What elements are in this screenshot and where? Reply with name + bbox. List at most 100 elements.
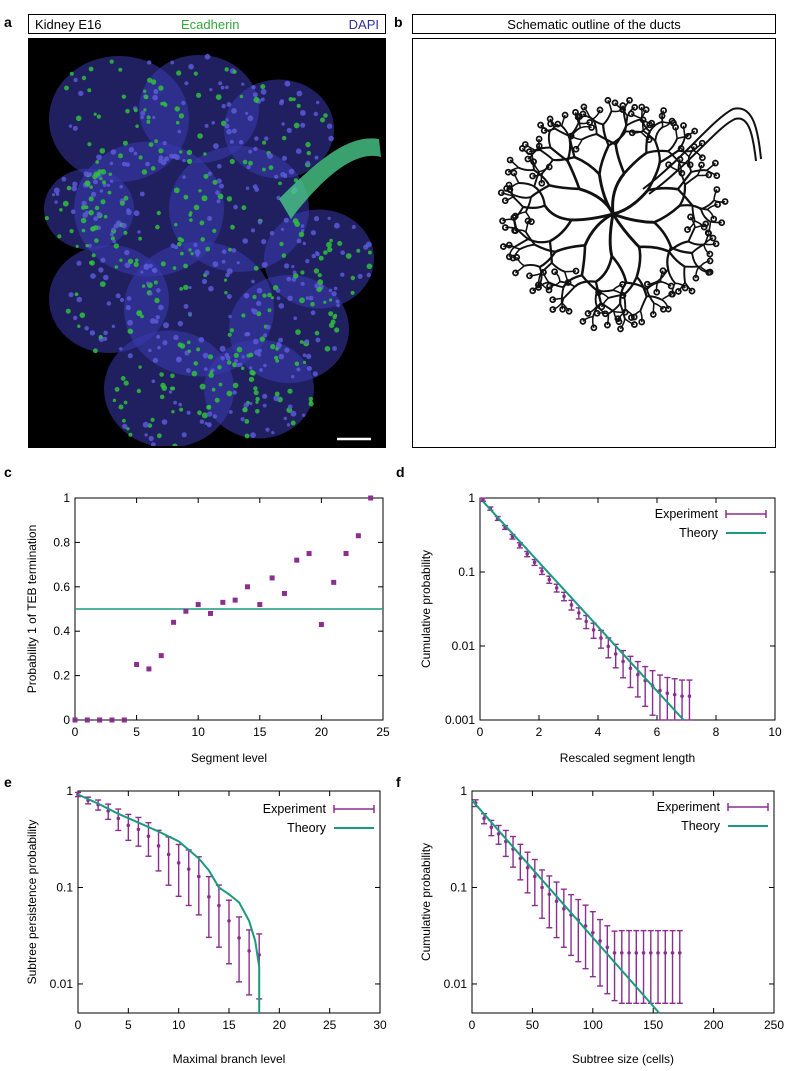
duct-segment	[524, 196, 532, 213]
cell-nucleus	[248, 149, 253, 154]
cell-nucleus	[112, 398, 117, 403]
cell-nucleus	[187, 349, 191, 353]
data-point	[613, 652, 618, 656]
duct-tip	[565, 307, 573, 315]
duct-tip	[564, 279, 572, 286]
micrograph-svg	[44, 53, 381, 447]
duct-segment	[635, 246, 642, 278]
cell-nucleus	[209, 88, 213, 92]
data-point	[237, 936, 241, 940]
duct-segment	[687, 226, 696, 242]
cell-nucleus	[96, 154, 102, 161]
header-dapi: DAPI	[348, 17, 379, 32]
cell-nucleus	[276, 288, 281, 293]
cell-nucleus	[100, 257, 106, 263]
cell-nucleus	[188, 285, 192, 290]
duct-segment	[596, 305, 606, 315]
header-schematic: Schematic outline of the ducts	[507, 17, 681, 32]
cell-nucleus	[177, 357, 181, 361]
duct-tip	[590, 324, 598, 332]
cell-nucleus	[66, 185, 72, 191]
duct-segment	[659, 270, 664, 282]
duct-tip	[535, 281, 542, 289]
cell-nucleus	[296, 90, 303, 97]
cell-nucleus	[201, 278, 208, 285]
legend-theory-label: Theory	[681, 819, 721, 833]
cell-nucleus	[138, 365, 142, 369]
cell-nucleus	[173, 334, 179, 341]
cell-nucleus	[278, 181, 282, 186]
data-point	[525, 865, 530, 870]
cell-nucleus	[248, 160, 253, 166]
data-point	[584, 619, 588, 624]
duct-segment	[661, 115, 664, 128]
cell-nucleus	[68, 292, 74, 298]
cell-nucleus	[162, 141, 167, 146]
duct-tip	[529, 172, 536, 180]
cell-nucleus	[172, 266, 177, 270]
cell-nucleus	[85, 244, 89, 248]
cell-nucleus	[252, 92, 258, 98]
cell-nucleus	[240, 417, 245, 422]
duct-segment	[523, 264, 541, 268]
cell-nucleus	[286, 127, 292, 133]
cell-nucleus	[284, 347, 290, 353]
cell-nucleus	[356, 248, 361, 253]
cell-nucleus	[315, 337, 321, 343]
cell-nucleus	[201, 412, 208, 419]
duct-segment	[597, 174, 615, 215]
duct-segment	[677, 281, 686, 292]
cell-nucleus	[72, 125, 78, 131]
cell-nucleus	[267, 152, 273, 159]
data-point	[146, 666, 152, 672]
x-tick-label: 20	[273, 1018, 287, 1032]
cell-nucleus	[225, 272, 230, 278]
cell-nucleus	[170, 373, 175, 379]
theory-line	[471, 799, 660, 1014]
cell-nucleus	[133, 151, 138, 156]
duct-tip	[718, 219, 726, 226]
duct-tip	[710, 215, 718, 223]
duct-segment	[600, 297, 610, 308]
cell-nucleus	[119, 258, 123, 262]
duct-tip	[688, 287, 696, 295]
duct-segment	[524, 143, 536, 151]
cell-nucleus	[332, 346, 337, 351]
duct-segment	[667, 138, 679, 152]
duct-tip	[526, 148, 533, 155]
y-tick-label: 0.1	[56, 880, 73, 894]
duct-segment	[647, 186, 679, 192]
duct-tip	[638, 318, 645, 326]
cell-nucleus	[157, 433, 162, 439]
cell-nucleus	[150, 442, 156, 447]
data-point	[547, 892, 552, 897]
cell-nucleus	[57, 234, 62, 239]
y-tick-label: 1	[468, 491, 475, 505]
data-point	[126, 823, 131, 828]
cell-nucleus	[333, 313, 338, 318]
duct-segment	[549, 184, 580, 191]
legend-experiment-label: Experiment	[657, 800, 721, 814]
cell-nucleus	[253, 386, 258, 391]
data-point	[634, 951, 639, 955]
cell-nucleus	[174, 106, 180, 112]
cell-nucleus	[304, 339, 310, 344]
x-axis-label: Segment level	[191, 751, 267, 765]
cell-nucleus	[267, 308, 272, 313]
cell-nucleus	[255, 400, 259, 404]
cell-nucleus	[254, 187, 260, 192]
duct-segment	[552, 156, 575, 162]
cell-nucleus	[87, 243, 92, 248]
duct-segment	[518, 166, 535, 172]
duct-tip	[705, 171, 713, 179]
cell-nucleus	[228, 410, 233, 414]
cell-nucleus	[287, 404, 293, 410]
cell-nucleus	[205, 246, 211, 252]
cell-nucleus	[228, 314, 232, 319]
cell-nucleus	[317, 273, 322, 278]
cell-nucleus	[173, 187, 180, 194]
cell-nucleus	[158, 304, 164, 311]
duct-tip	[692, 274, 700, 282]
cell-nucleus	[108, 172, 113, 176]
duct-segment	[614, 125, 628, 146]
